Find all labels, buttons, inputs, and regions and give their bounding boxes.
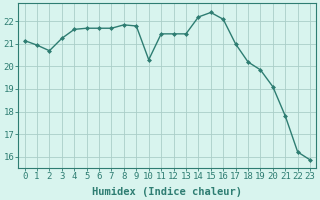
X-axis label: Humidex (Indice chaleur): Humidex (Indice chaleur) [92,186,242,197]
